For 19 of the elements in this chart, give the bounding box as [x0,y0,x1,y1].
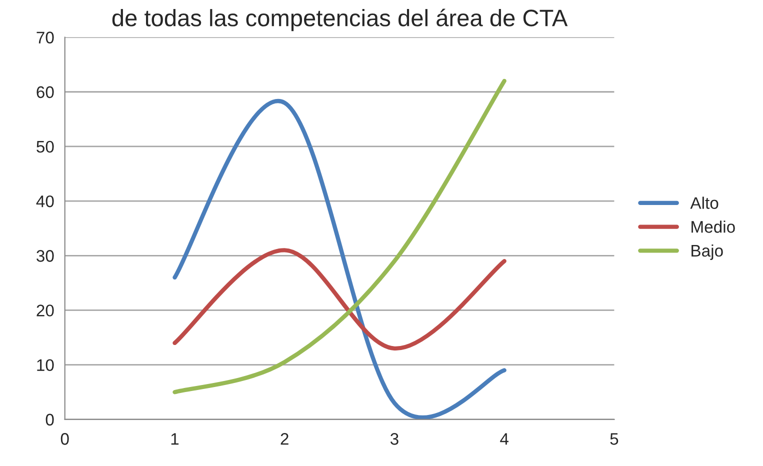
y-tick-label: 0 [46,414,54,426]
line-series [172,248,506,351]
legend-label: Medio [692,220,735,233]
y-tick-label: 10 [37,359,54,372]
y-tick-label: 40 [36,195,54,208]
legend-label: Bajo [692,244,723,260]
x-tick-label: 2 [280,433,288,445]
x-tick-label: 5 [610,433,618,445]
x-tick-label: 4 [500,433,508,445]
x-tick-label: 3 [390,433,398,445]
y-tick-label: 60 [36,86,54,98]
chart-title: de todas las competencias del área de CTA [112,8,568,32]
x-tick-label: 0 [60,433,69,445]
y-tick-label: 30 [36,250,54,262]
legend-label: Alto [690,196,718,209]
x-tick-label: 1 [171,433,179,445]
y-tick-label: 20 [36,304,54,316]
y-tick-label: 50 [36,140,54,153]
y-tick-label: 70 [36,32,54,44]
